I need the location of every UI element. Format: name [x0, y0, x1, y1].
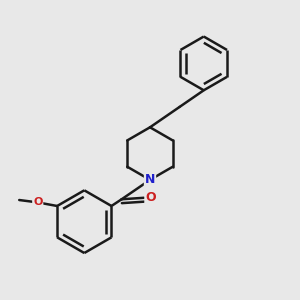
Text: O: O: [33, 197, 42, 207]
Text: O: O: [145, 191, 156, 204]
Text: N: N: [145, 173, 155, 186]
